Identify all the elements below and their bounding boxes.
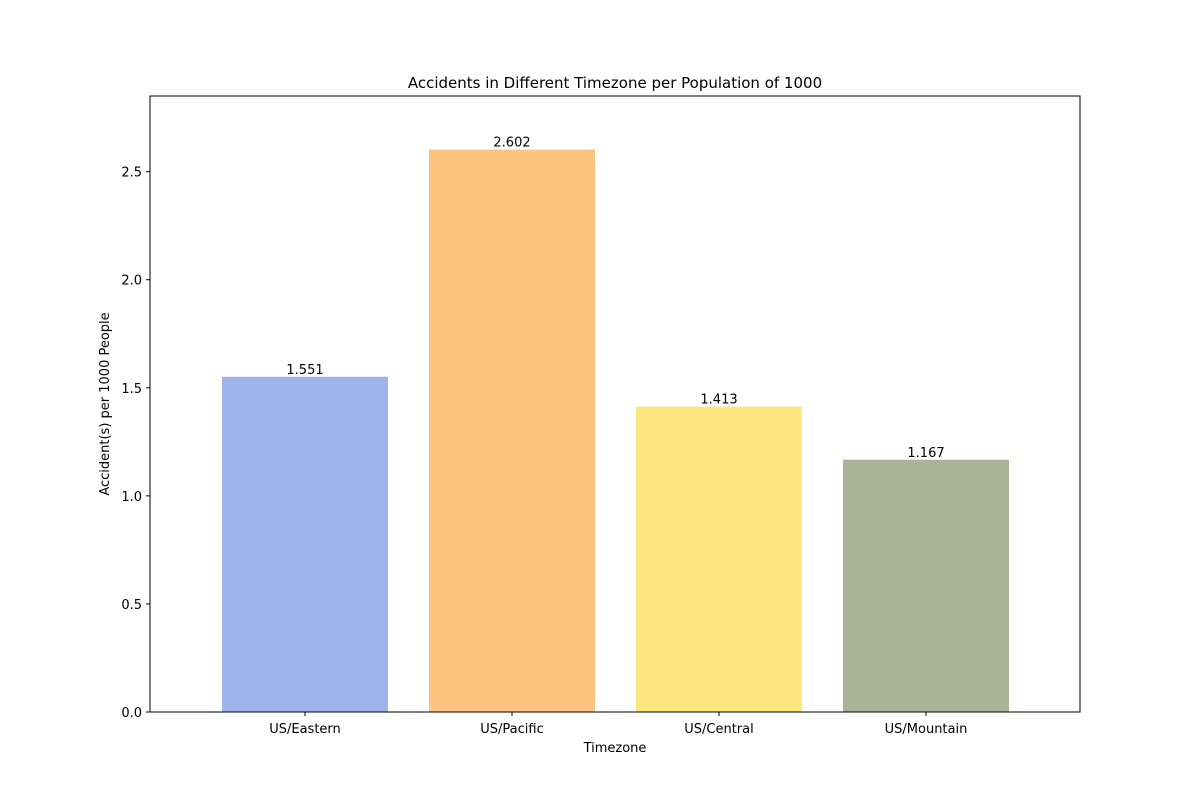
- x-axis-ticks: US/Eastern US/Pacific US/Central US/Mountai…: [269, 712, 967, 737]
- data-label: 2.602: [493, 136, 530, 151]
- y-tick-label: 0.0: [121, 706, 142, 721]
- y-tick-label: 2.5: [121, 166, 142, 181]
- data-label: 1.413: [700, 393, 737, 408]
- x-tick-label: US/Central: [684, 722, 753, 737]
- y-tick-label: 2.0: [121, 274, 142, 289]
- bar-us-pacific: [429, 149, 595, 713]
- y-axis-label: Accident(s) per 1000 People: [98, 312, 113, 495]
- x-tick-label: US/Mountain: [885, 722, 968, 737]
- bar-us-central: [636, 406, 802, 712]
- x-axis-label: Timezone: [583, 741, 647, 756]
- y-axis-ticks: 0.0 0.5 1.0 1.5 2.0 2.5: [121, 166, 150, 721]
- plot-area-frame: [149, 95, 1081, 713]
- bars-layer: [222, 149, 1009, 713]
- chart-title: Accidents in Different Timezone per Popu…: [408, 74, 822, 92]
- bar-us-mountain: [843, 459, 1009, 712]
- x-tick-label: US/Pacific: [480, 722, 543, 737]
- y-tick-label: 1.5: [121, 382, 142, 397]
- y-tick-label: 0.5: [121, 598, 142, 613]
- data-label: 1.167: [907, 446, 944, 461]
- x-tick-label: US/Eastern: [269, 722, 341, 737]
- data-labels-layer: 1.551 2.602 1.413 1.167: [286, 136, 944, 461]
- data-label: 1.551: [286, 363, 323, 378]
- y-tick-label: 1.0: [121, 490, 142, 505]
- bar-us-eastern: [222, 376, 388, 712]
